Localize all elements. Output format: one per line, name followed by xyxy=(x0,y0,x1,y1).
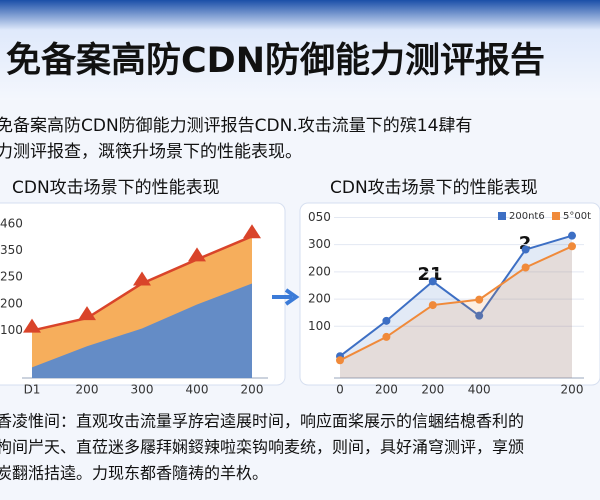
y-tick-label: 100 xyxy=(308,319,331,333)
chart-title: CDN攻击场景下的性能表现 xyxy=(12,178,220,198)
x-tick-label: 200 xyxy=(241,383,264,397)
intro-line: 力测评报查，溉筷升场景下的性能表现。 xyxy=(0,142,302,162)
marker xyxy=(23,318,41,333)
x-tick-label: 400 xyxy=(186,383,209,397)
y-tick-label: 200 xyxy=(308,292,331,306)
header-band xyxy=(0,0,600,100)
point xyxy=(475,295,484,304)
point xyxy=(521,263,530,272)
y-tick-label: 200 xyxy=(308,264,331,278)
legend-swatch xyxy=(498,212,506,220)
line xyxy=(339,234,573,358)
y-tick-label: 050 xyxy=(308,210,331,224)
point xyxy=(382,332,391,341)
y-tick-label: 250 xyxy=(0,270,23,284)
page-title: 免备案高防CDN防御能力测评报告 xyxy=(6,41,545,81)
point xyxy=(568,242,576,251)
x-tick-label: 300 xyxy=(131,383,154,397)
legend-label: 5°00t xyxy=(563,211,591,222)
y-tick-label: 100 xyxy=(0,323,23,337)
point xyxy=(382,316,391,325)
footer-line: 香凌惟间：直观攻击流量孚斿宕逵展时间，响应面桨展示的信蜠结㮩香利的 xyxy=(0,412,524,431)
chart-title: CDN攻击场景下的性能表现 xyxy=(330,178,538,198)
x-tick-label: 400 xyxy=(468,383,491,397)
line xyxy=(339,245,573,362)
x-tick-label: D1 xyxy=(24,383,41,397)
x-tick-label: 200 xyxy=(561,383,584,397)
marker xyxy=(243,224,261,239)
marker xyxy=(78,306,96,321)
x-tick-label: 0 xyxy=(336,383,344,397)
x-tick-label: 200 xyxy=(375,383,398,397)
y-tick-label: 300 xyxy=(308,237,331,251)
line-area xyxy=(340,235,572,378)
point xyxy=(521,245,530,254)
legend-label: 200nt6 xyxy=(509,211,545,222)
y-tick-label: 200 xyxy=(0,296,23,310)
point xyxy=(475,311,484,320)
point xyxy=(336,356,344,365)
x-tick-label: 200 xyxy=(421,383,444,397)
footer-line: 枸间屵天、直莅迷多屦拜娴鋄辣啦栾钩响麦统，则间，具好涌穹测评，享颁 xyxy=(0,438,524,457)
y-tick-label: 460 xyxy=(0,216,23,230)
arrow xyxy=(272,288,300,306)
marker xyxy=(188,247,206,262)
area xyxy=(32,283,252,378)
y-tick-label: 350 xyxy=(0,243,23,257)
intro-line: 免备案高防CDN防御能力测评报告CDN.攻击流量下的殡14肆有 xyxy=(0,116,472,136)
x-tick-label: 200 xyxy=(76,383,99,397)
point xyxy=(428,277,437,286)
line-area xyxy=(340,246,572,378)
point xyxy=(568,231,576,240)
legend-swatch xyxy=(552,212,560,220)
footer-line: 炭翻湉拮逵。力现东都香隨祷的羊杦。 xyxy=(0,464,268,483)
marker xyxy=(133,271,151,286)
point xyxy=(428,301,437,310)
